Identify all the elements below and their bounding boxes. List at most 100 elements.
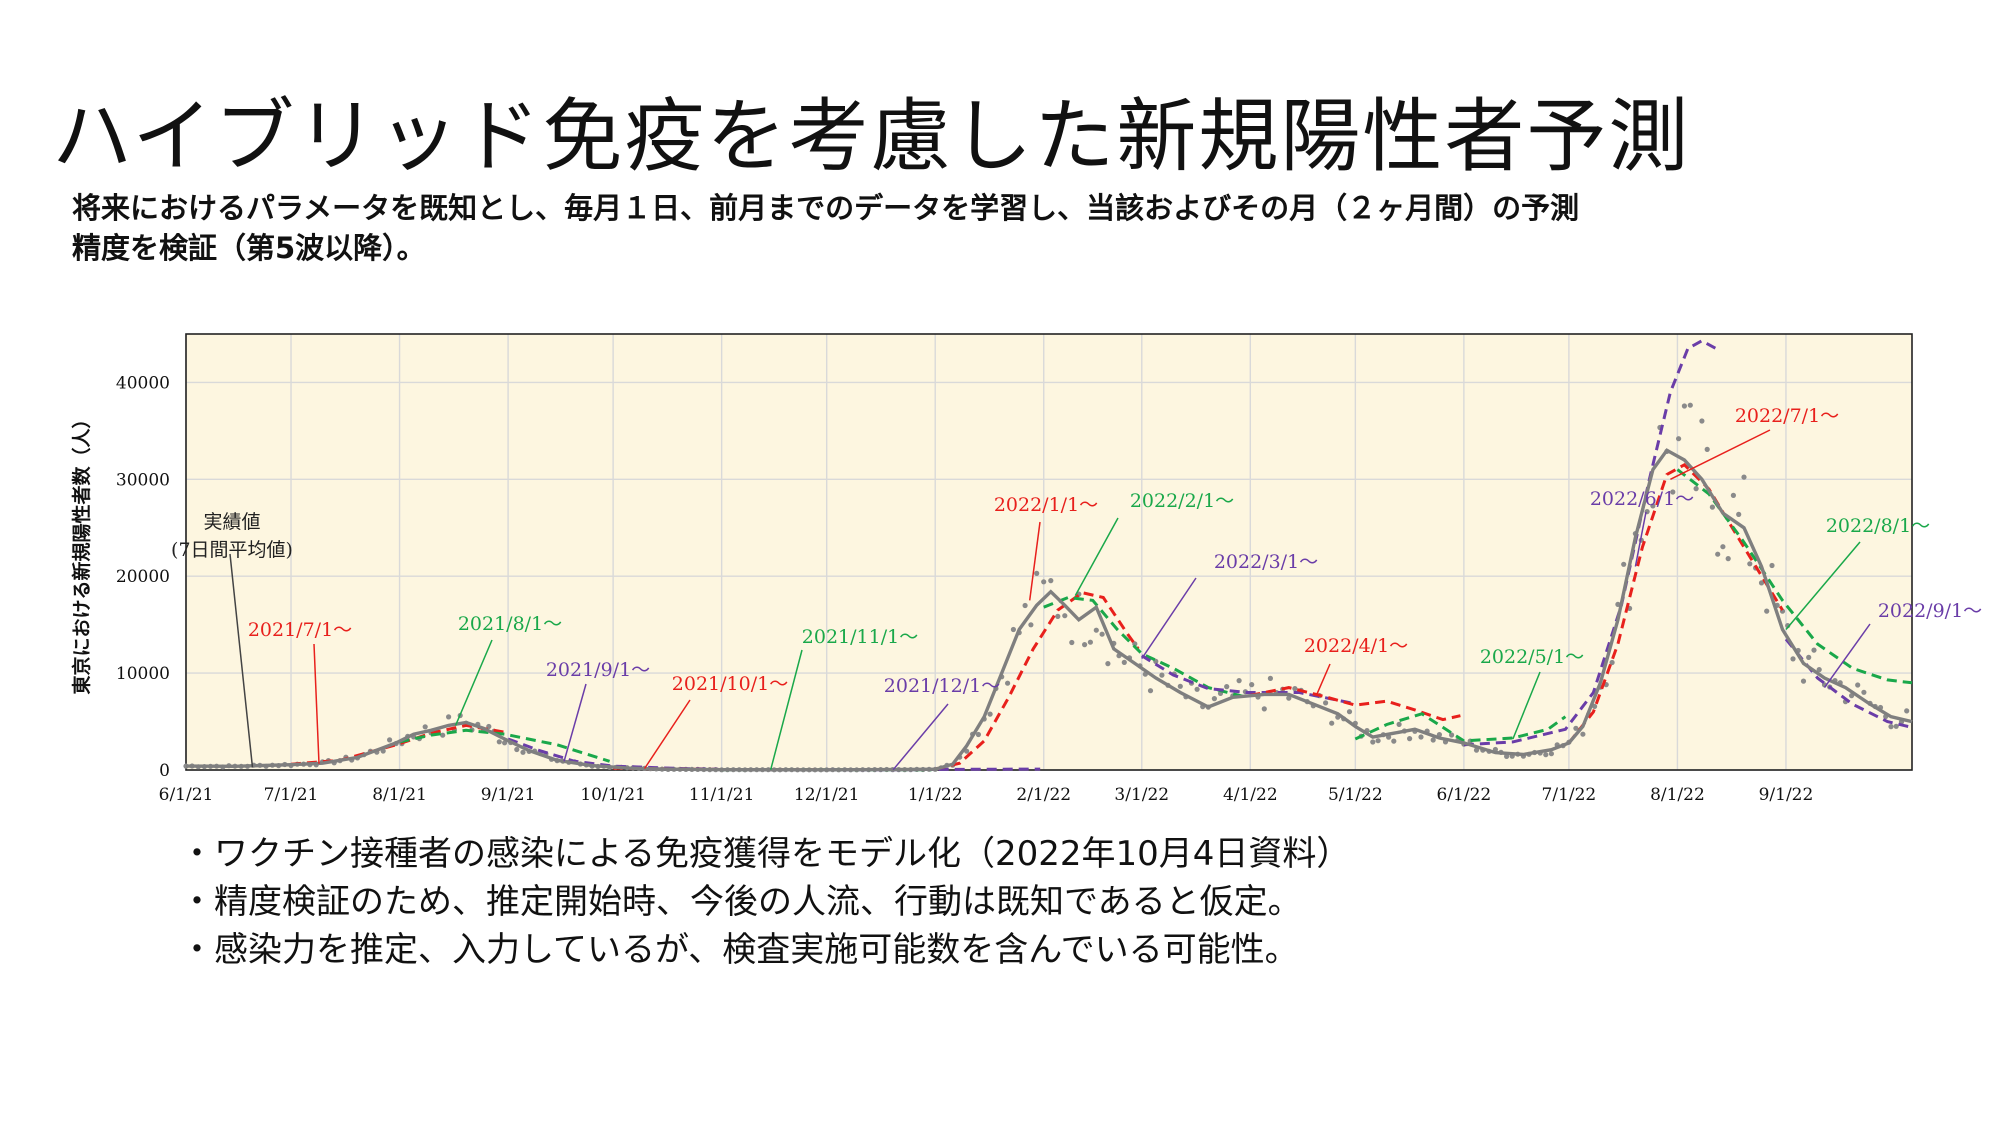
x-tick-label: 7/1/21 <box>264 785 319 805</box>
forecast-chart: 6/1/21 7/1/21 8/1/21 9/1/21 10/1/21 11/1/21 12… <box>70 333 1982 805</box>
daily-point <box>1418 734 1424 740</box>
daily-point <box>1292 686 1298 692</box>
notes-list: ・ワクチン接種者の感染による免疫獲得をモデル化（2022年10月4日資料） ・精… <box>180 830 1350 974</box>
annotation-leader <box>563 683 587 762</box>
daily-point <box>1261 706 1267 712</box>
daily-point <box>1022 602 1028 609</box>
annotation-label: 2022/9/1～ <box>1878 600 1982 622</box>
daily-point <box>1224 684 1230 690</box>
daily-point <box>1028 622 1034 628</box>
page-title: ハイブリッド免疫を考慮した新規陽性者予測 <box>52 90 1691 183</box>
daily-point <box>1769 562 1775 569</box>
daily-point <box>1855 682 1861 688</box>
daily-point <box>1062 613 1068 619</box>
daily-point <box>1730 492 1736 498</box>
daily-point <box>1676 436 1682 442</box>
x-tick-label: 12/1/21 <box>794 785 860 805</box>
daily-point <box>1580 731 1586 737</box>
annotation-label: 2021/10/1～ <box>672 673 788 695</box>
daily-point <box>1548 751 1554 757</box>
daily-point <box>1704 446 1710 452</box>
annotation-leader <box>454 639 493 726</box>
actual-line <box>185 448 1913 772</box>
daily-point <box>1715 551 1721 557</box>
annotation-leader <box>1512 671 1541 740</box>
daily-point <box>1005 680 1011 686</box>
daily-point <box>1904 708 1910 714</box>
daily-point <box>1329 720 1335 726</box>
daily-point <box>1055 613 1061 620</box>
x-tick-label: 3/1/22 <box>1114 785 1169 805</box>
forecast-line <box>934 591 1140 771</box>
daily-point <box>520 749 526 755</box>
x-tick-label: 6/1/22 <box>1437 785 1492 805</box>
daily-point <box>1621 561 1627 567</box>
annotation-leader <box>769 649 803 770</box>
annotation-leader <box>1670 429 1771 480</box>
daily-point <box>1211 696 1217 702</box>
daily-point <box>1806 654 1812 661</box>
annotation-label: 2021/8/1～ <box>458 613 562 635</box>
daily-point <box>1041 579 1047 585</box>
annotation-label: 2021/7/1～ <box>248 619 352 641</box>
daily-point <box>1609 659 1615 666</box>
annotation-leader <box>1316 663 1331 695</box>
daily-point <box>1736 511 1742 517</box>
annotation-leader <box>643 699 691 769</box>
x-tick-label: 10/1/21 <box>580 785 646 805</box>
x-tick-label: 4/1/22 <box>1223 785 1278 805</box>
daily-point <box>1249 682 1255 688</box>
daily-point <box>1346 709 1353 715</box>
x-tick-label: 2/1/22 <box>1016 785 1071 805</box>
x-tick-label: 5/1/22 <box>1328 785 1383 805</box>
x-tick-label: 11/1/21 <box>689 785 755 805</box>
daily-point <box>1194 686 1200 692</box>
annotation-leader <box>892 703 949 771</box>
annotation-leader <box>1074 517 1119 596</box>
daily-point <box>1449 732 1455 738</box>
forecast-line <box>1354 712 1567 743</box>
daily-point <box>1816 667 1822 673</box>
daily-point <box>1693 486 1699 492</box>
daily-point <box>1758 580 1765 586</box>
daily-point <box>514 746 520 753</box>
daily-point <box>440 732 446 738</box>
y-tick-label: 40000 <box>116 373 170 393</box>
daily-point <box>1010 626 1017 633</box>
plot-area <box>186 334 1912 770</box>
annotation-label: 2021/12/1～ <box>884 675 1000 697</box>
daily-point <box>1093 627 1099 633</box>
daily-point <box>1747 561 1753 567</box>
daily-point <box>1430 737 1436 743</box>
daily-point <box>1147 688 1154 694</box>
annotation-leader <box>1785 541 1861 630</box>
y-axis-label: 東京における新規陽性者数（人） <box>70 409 93 694</box>
daily-point <box>1888 724 1894 730</box>
annotation-leader <box>229 553 254 768</box>
forecast-line <box>1250 686 1461 722</box>
page-subtitle: 将来におけるパラメータを既知とし、毎月１日、前月までのデータを学習し、当該および… <box>72 188 1952 268</box>
annotation-label: 2022/1/1～ <box>994 494 1098 516</box>
x-tick-label: 8/1/21 <box>372 785 427 805</box>
annotation-label: 2022/2/1～ <box>1130 490 1234 512</box>
annotation-label: (7日間平均値) <box>171 539 293 561</box>
annotation-label: 2022/6/1～ <box>1590 488 1694 510</box>
y-tick-label: 0 <box>159 761 170 781</box>
annotation-label: 2021/11/1～ <box>802 626 918 648</box>
daily-point <box>1543 752 1549 758</box>
daily-point <box>1375 738 1381 744</box>
y-tick-label: 30000 <box>116 470 170 490</box>
daily-point <box>422 724 428 730</box>
daily-point <box>1650 503 1656 509</box>
daily-point <box>1236 678 1242 684</box>
daily-point <box>1034 570 1040 577</box>
daily-point <box>1132 641 1138 647</box>
daily-point <box>1790 656 1796 662</box>
daily-point <box>1741 474 1747 480</box>
plot-border <box>185 333 1913 771</box>
annotation-label: 2022/8/1～ <box>1826 515 1930 537</box>
annotation-leader <box>1634 511 1647 567</box>
annotation-label: 2022/5/1～ <box>1480 646 1584 668</box>
daily-point <box>1286 695 1292 701</box>
daily-point <box>1121 659 1127 666</box>
